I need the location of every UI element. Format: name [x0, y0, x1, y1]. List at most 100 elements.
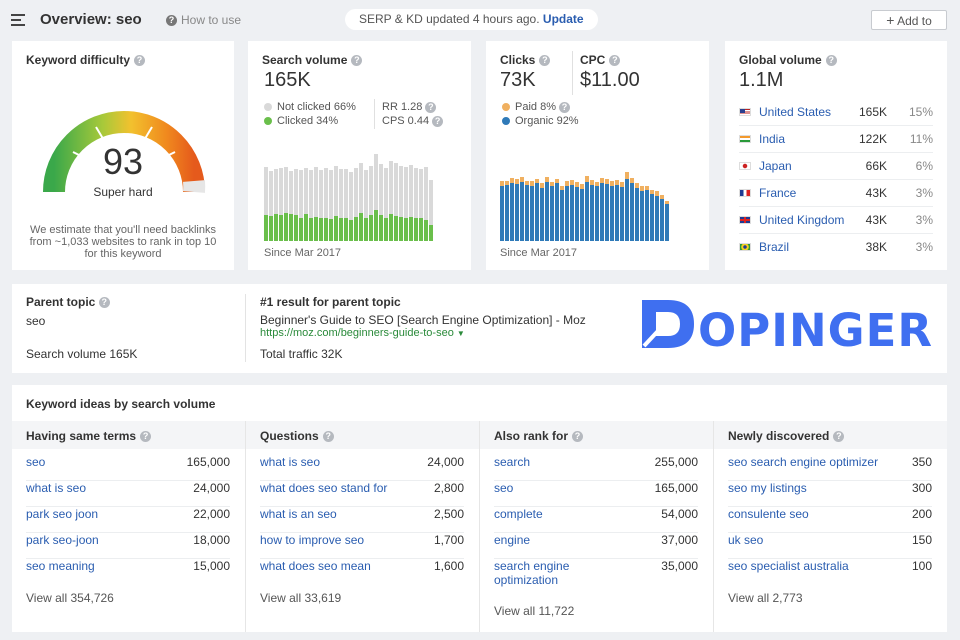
keyword-volume: 165,000	[186, 455, 230, 469]
clicks-bar	[560, 186, 564, 241]
keyword-link[interactable]: seo	[26, 455, 46, 469]
sv-bar-not-clicked	[344, 169, 348, 218]
country-row[interactable]: India 122K 11%	[739, 127, 933, 153]
clicks-bar	[535, 179, 539, 241]
help-icon[interactable]: ?	[833, 431, 845, 443]
keyword-difficulty-card: Keyword difficulty? 93 Super hard We est…	[12, 41, 234, 270]
keyword-link[interactable]: search engine optimization	[494, 559, 570, 587]
clicks-bar	[650, 190, 654, 241]
column-heading: Also rank for?	[480, 421, 713, 449]
help-icon[interactable]: ?	[98, 297, 110, 309]
keyword-link[interactable]: what is seo	[26, 481, 87, 495]
dopinger-logo-text: OPINGER	[698, 304, 933, 357]
clicks-bar-organic	[500, 186, 504, 241]
keyword-link[interactable]: what does seo mean	[260, 559, 371, 573]
caret-down-icon[interactable]: ▼	[456, 329, 465, 338]
cps-label: CPS 0.44	[382, 115, 430, 127]
help-icon[interactable]: ?	[322, 431, 334, 443]
help-icon[interactable]: ?	[572, 431, 584, 443]
sv-bar	[269, 171, 273, 241]
country-row[interactable]: Brazil 38K 3%	[739, 235, 933, 261]
parent-topic-link[interactable]: seo	[26, 314, 46, 328]
sv-bar	[264, 167, 268, 241]
view-all-link[interactable]: View all 2,773	[728, 591, 803, 605]
keyword-link[interactable]: seo my listings	[728, 481, 807, 495]
country-name[interactable]: Japan	[759, 159, 792, 173]
sv-bar	[289, 171, 293, 241]
help-icon[interactable]: ?	[539, 55, 551, 67]
list-item: park seo-joon 18,000	[26, 533, 230, 559]
clicks-bar-paid	[625, 172, 629, 179]
view-all-link[interactable]: View all 11,722	[494, 604, 575, 618]
clicks-bar	[520, 177, 524, 241]
keyword-link[interactable]: engine	[494, 533, 531, 547]
add-to-button[interactable]: + Add to	[871, 10, 947, 30]
list-item: search 255,000	[494, 455, 698, 481]
clicks-bar-paid	[565, 181, 569, 186]
clicks-bar	[570, 180, 574, 241]
sv-bar-clicked	[384, 218, 388, 241]
help-icon[interactable]: ?	[351, 55, 363, 67]
clicks-bar	[620, 182, 624, 241]
how-to-use-link[interactable]: ? How to use	[166, 13, 241, 27]
sv-bar-clicked	[299, 218, 303, 241]
keyword-link[interactable]: what is an seo	[260, 507, 337, 521]
help-icon[interactable]: ?	[140, 431, 152, 443]
clicks-bar-paid	[500, 181, 504, 186]
brazil-flag-icon	[739, 243, 751, 251]
country-name[interactable]: United Kingdom	[759, 213, 845, 227]
country-share: 3%	[915, 240, 933, 254]
keyword-link[interactable]: uk seo	[728, 533, 764, 547]
country-name[interactable]: Brazil	[759, 240, 790, 254]
keyword-link[interactable]: seo	[494, 481, 514, 495]
country-row[interactable]: France 43K 3%	[739, 181, 933, 207]
keyword-link[interactable]: what does seo stand for	[260, 481, 388, 495]
sv-bar-clicked	[379, 215, 383, 241]
sv-bar-not-clicked	[409, 165, 413, 217]
sv-bar-not-clicked	[389, 161, 393, 214]
india-flag-icon	[739, 135, 751, 143]
country-name[interactable]: United States	[759, 105, 832, 119]
keyword-link[interactable]: consulente seo	[728, 507, 809, 521]
clicks-bar-paid	[530, 181, 534, 186]
top-result-link[interactable]: Beginner's Guide to SEO [Search Engine O…	[260, 313, 586, 327]
help-icon[interactable]: ?	[425, 101, 437, 113]
top-result-url[interactable]: https://moz.com/beginners-guide-to-seo ▼	[260, 327, 465, 339]
keyword-link[interactable]: seo meaning	[26, 559, 95, 573]
country-row[interactable]: Japan 66K 6%	[739, 154, 933, 180]
ideas-column-questions: Questions? what is seo 24,000 what does s…	[246, 421, 480, 632]
legend-organic: Organic 92%	[502, 115, 579, 127]
country-name[interactable]: India	[759, 132, 786, 146]
keyword-link[interactable]: what is seo	[260, 455, 321, 469]
legend-swatch	[264, 103, 272, 111]
keyword-link[interactable]: park seo-joon	[26, 533, 99, 547]
keyword-link[interactable]: seo search engine optimizer	[728, 455, 879, 469]
menu-icon[interactable]	[11, 14, 25, 26]
help-icon[interactable]: ?	[825, 55, 837, 67]
help-icon[interactable]: ?	[559, 101, 571, 113]
view-all-link[interactable]: View all 354,726	[26, 591, 114, 605]
clicks-bar-organic	[610, 186, 614, 241]
country-row[interactable]: United Kingdom 43K 3%	[739, 208, 933, 234]
sv-bar	[424, 167, 428, 241]
help-icon[interactable]: ?	[609, 55, 621, 67]
view-all-link[interactable]: View all 33,619	[260, 591, 342, 605]
help-icon[interactable]: ?	[432, 115, 444, 127]
list-item: what is an seo 2,500	[260, 507, 464, 533]
keyword-link[interactable]: park seo joon	[26, 507, 99, 521]
keyword-link[interactable]: how to improve seo	[260, 533, 365, 547]
update-link[interactable]: Update	[542, 12, 584, 26]
clicks-bar-organic	[550, 186, 554, 241]
sv-bar	[274, 169, 278, 241]
keyword-link[interactable]: search	[494, 455, 531, 469]
clicks-bar-paid	[610, 181, 614, 186]
clicks-bar-organic	[560, 190, 564, 241]
country-row[interactable]: United States 165K 15%	[739, 100, 933, 126]
ideas-column-also-rank: Also rank for? search 255,000 seo 165,000 …	[480, 421, 714, 632]
keyword-link[interactable]: complete	[494, 507, 543, 521]
keyword-link[interactable]: seo specialist australia	[728, 559, 849, 573]
keyword-volume: 1,700	[433, 533, 464, 547]
country-name[interactable]: France	[759, 186, 797, 200]
help-icon[interactable]: ?	[134, 55, 146, 67]
clicks-bar	[540, 183, 544, 241]
